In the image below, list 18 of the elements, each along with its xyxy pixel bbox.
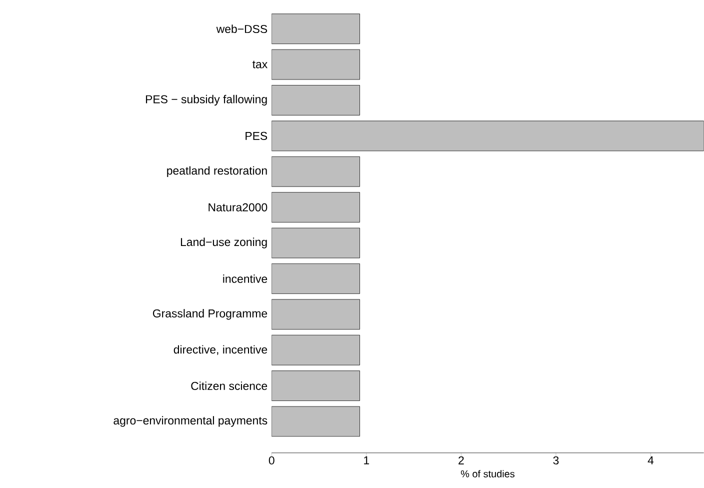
- y-tick-label: peatland restoration: [167, 166, 267, 178]
- x-tick-label: 0: [268, 456, 274, 464]
- x-tick-label: 1: [364, 456, 370, 464]
- x-tick-label: 2: [458, 456, 464, 464]
- x-tick-label: 4: [648, 456, 654, 464]
- y-tick-label: web−DSS: [216, 24, 268, 34]
- y-tick-label: PES − subsidy fallowing: [146, 94, 267, 106]
- y-tick-label: directive, incentive: [174, 345, 268, 356]
- y-tick-label: Grassland Programme: [152, 309, 268, 320]
- y-tick-label: incentive: [223, 274, 268, 283]
- y-tick-label: Land−use zoning: [180, 238, 267, 248]
- y-tick-label: PES: [246, 132, 268, 140]
- y-tick-label: Citizen science: [191, 382, 268, 390]
- y-tick-label: Natura2000: [208, 203, 268, 212]
- y-tick-label: agro−environmental payments: [114, 416, 268, 427]
- y-tick-label: tax: [252, 60, 268, 68]
- x-tick-label: 3: [553, 456, 559, 464]
- x-axis-title: % of studies: [460, 470, 514, 478]
